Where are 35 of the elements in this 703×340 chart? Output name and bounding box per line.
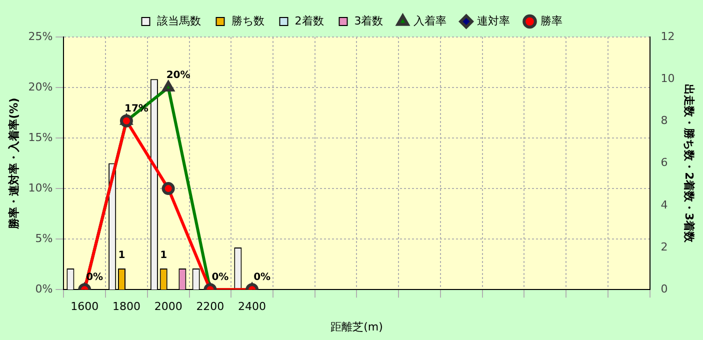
y-tick-label: 25% [28, 30, 53, 43]
point [162, 81, 174, 92]
legend-label: 勝ち数 [231, 14, 264, 28]
x-axis-title: 距離芝(m) [330, 320, 383, 334]
x-tick-label: 1800 [112, 300, 140, 314]
legend-label: 入着率 [414, 14, 447, 28]
data-label: 1 [160, 250, 168, 262]
point [120, 114, 133, 128]
data-label: 0% [212, 272, 229, 284]
y2-tick-label: 10 [660, 72, 675, 85]
y2-tick-label: 2 [660, 240, 668, 254]
y-axis-title: 勝率・連対率・入着率(%) [7, 98, 20, 230]
y-tick-label: 0% [35, 282, 53, 296]
y2-tick-label: 6 [660, 156, 668, 170]
x-tick-label: 1600 [70, 300, 99, 314]
y2-axis-title: 出走数・勝ち数・2着数・3着数 [682, 84, 696, 244]
legend-label: 連対率 [477, 14, 510, 28]
data-label: 20% [166, 70, 190, 82]
x-tick-label: 2000 [154, 300, 182, 314]
legend-label: 勝率 [540, 14, 563, 28]
x-tick-label: 2400 [238, 300, 266, 314]
data-label: 0% [254, 272, 271, 284]
y2-tick-label: 4 [660, 198, 668, 212]
x-tick-label: 2200 [196, 300, 224, 314]
y-tick-label: 5% [35, 232, 53, 245]
y-tick-label: 20% [28, 80, 53, 94]
y2-tick-label: 0 [660, 282, 668, 296]
y2-tick-label: 8 [660, 114, 668, 128]
legend-label: 3着数 [354, 14, 384, 28]
y-tick-label: 15% [28, 130, 53, 144]
legend-label: 該当馬数 [156, 14, 201, 28]
legend-label: 2着数 [294, 14, 324, 28]
data-label: 1 [118, 250, 126, 262]
y-tick-label: 10% [28, 181, 53, 194]
y2-tick-label: 12 [660, 30, 675, 43]
